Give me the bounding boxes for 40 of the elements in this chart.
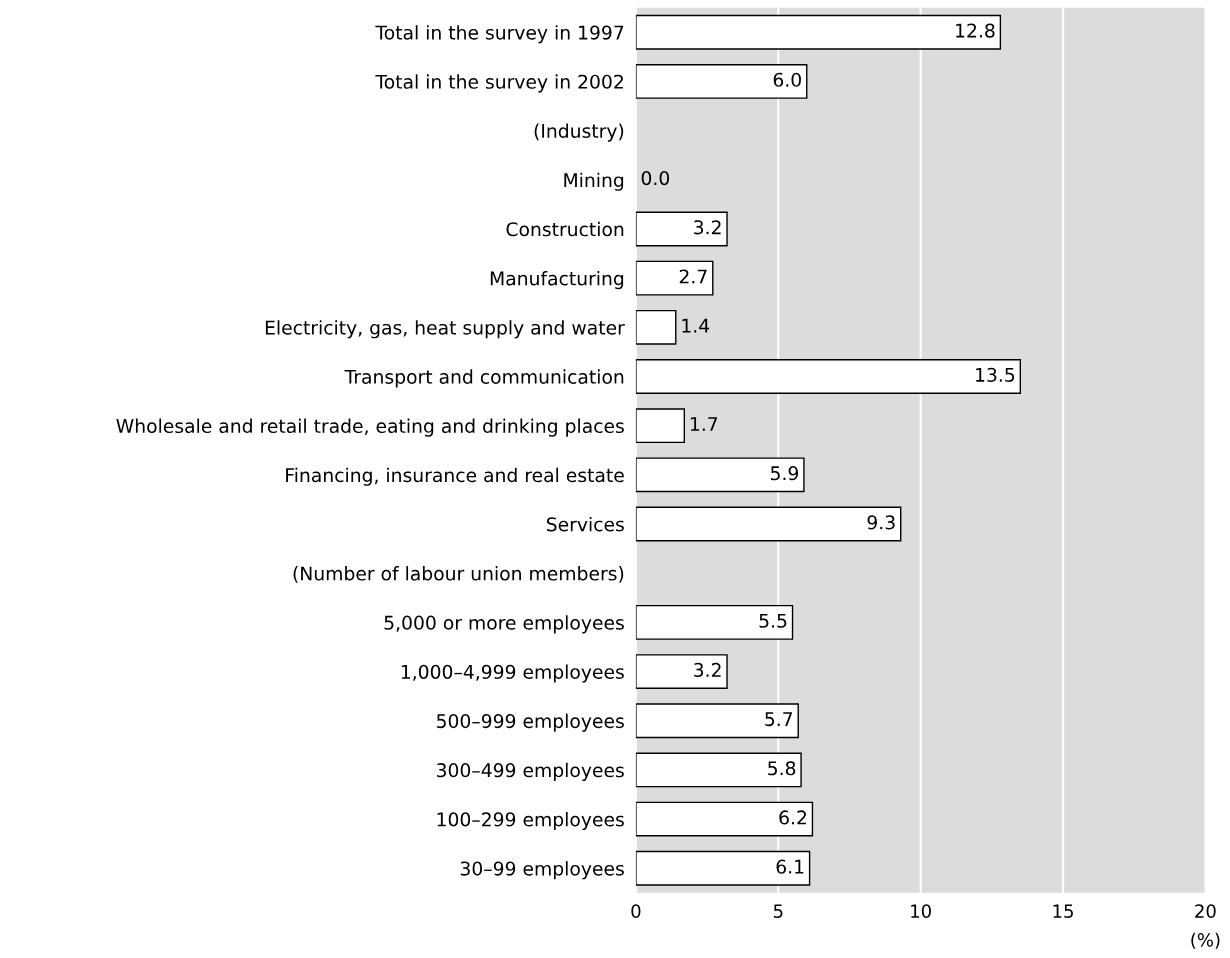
data-label: 2.7	[679, 269, 707, 284]
y-tick-label: (Number of labour union members)	[293, 566, 624, 583]
y-tick-label: Manufacturing	[490, 271, 624, 290]
data-label: 1.7	[690, 417, 718, 431]
x-tick-label: 15	[1053, 904, 1073, 918]
data-label: 5.7	[765, 712, 793, 727]
y-tick-label: Construction	[506, 221, 624, 237]
data-label: 0.0	[641, 171, 670, 186]
x-axis-title: (%)	[1191, 932, 1220, 949]
data-label: 6.0	[773, 72, 801, 87]
data-label: 5.9	[770, 466, 799, 481]
y-tick-label: (Industry)	[534, 123, 624, 142]
data-label: 3.2	[694, 662, 721, 677]
data-label: 6.1	[776, 859, 804, 874]
y-tick-label: Transport and communication	[344, 369, 624, 388]
x-tick-label: 0	[631, 904, 641, 918]
y-tick-label: 30–99 employees	[460, 861, 624, 880]
data-label: 12.8	[956, 23, 995, 38]
y-tick-label: 1,000–4,999 employees	[401, 664, 624, 683]
y-tick-label: Total in the survey in 1997	[375, 25, 624, 44]
data-label: 3.2	[694, 220, 721, 235]
y-tick-label: 300–499 employees	[436, 762, 624, 781]
x-tick-label: 10	[911, 904, 931, 918]
x-tick-label: 5	[773, 904, 783, 918]
data-label: 6.2	[779, 810, 807, 825]
y-tick-label: Electricity, gas, heat supply and water	[265, 320, 625, 339]
x-tick-label: 20	[1195, 904, 1216, 918]
y-tick-label: 5,000 or more employees	[384, 615, 624, 634]
data-label: 9.3	[867, 515, 895, 530]
data-label: 5.5	[759, 613, 787, 628]
y-tick-label: 100–299 employees	[437, 811, 624, 831]
data-label: 13.5	[976, 367, 1015, 382]
y-tick-label: Services	[546, 516, 624, 532]
y-tick-label: Total in the survey in 2002	[375, 74, 623, 93]
y-tick-label: Mining	[564, 172, 624, 191]
y-tick-label: Financing, insurance and real estate	[286, 467, 624, 486]
y-tick-label: 500–999 employees	[437, 713, 624, 732]
data-label: 1.4	[682, 318, 710, 333]
y-tick-label: Wholesale and retail trade, eating and drinking places	[116, 418, 624, 437]
data-label: 5.8	[768, 761, 796, 776]
